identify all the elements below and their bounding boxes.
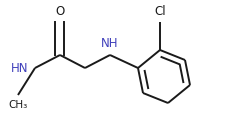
Text: Cl: Cl (153, 5, 165, 18)
Text: O: O (55, 5, 64, 18)
Text: CH₃: CH₃ (8, 100, 27, 110)
Text: NH: NH (101, 37, 118, 50)
Text: HN: HN (10, 62, 28, 74)
